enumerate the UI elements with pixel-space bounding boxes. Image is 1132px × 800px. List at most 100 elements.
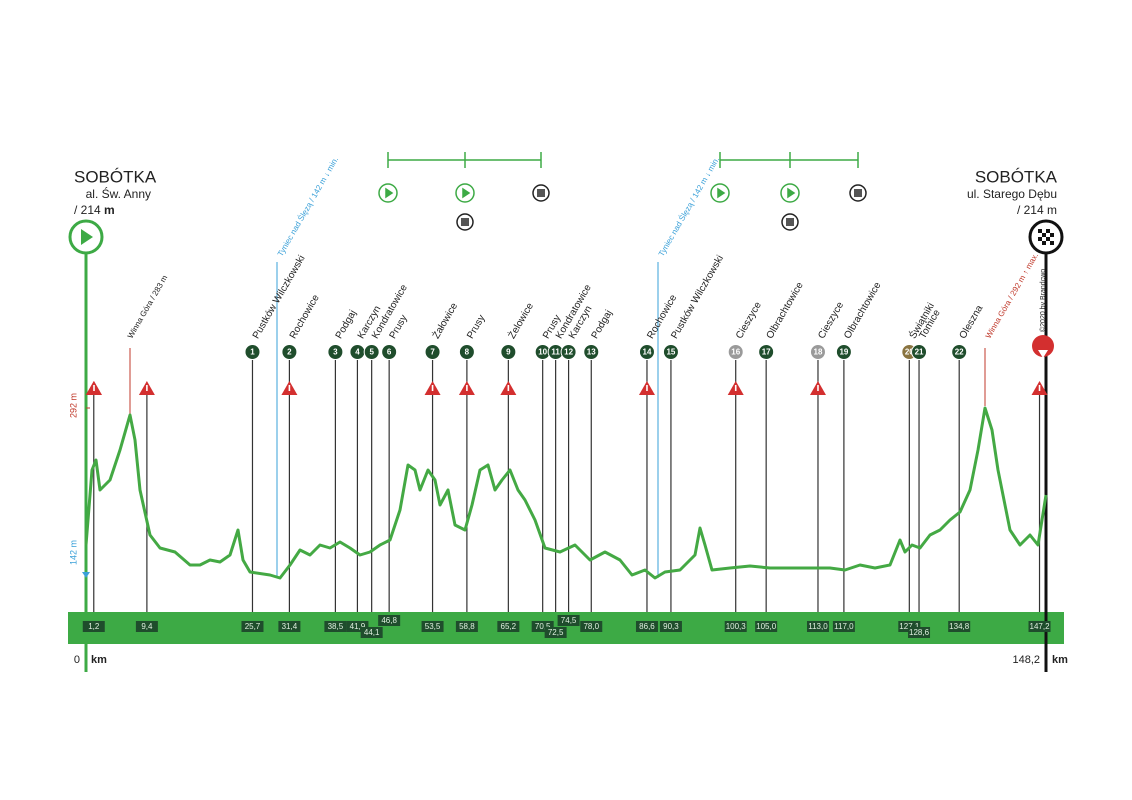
km-box: 90,3 xyxy=(659,621,682,632)
km-label: 44,1 xyxy=(364,628,380,637)
start-name: SOBÓTKA xyxy=(74,167,157,186)
km-box-bg xyxy=(421,621,444,632)
km-box-bg xyxy=(755,621,778,632)
finish-marker xyxy=(1032,335,1054,357)
checkpoint-badge xyxy=(424,344,441,360)
km-box-bg xyxy=(832,621,855,632)
warning-dot xyxy=(817,385,819,391)
checkpoints: 1,2 9,4 25,7 31,4 38,5 41,944,146,853,5 58,8 65… xyxy=(82,254,1051,638)
km-box-bg xyxy=(135,621,158,632)
checkpoint-number: 14 xyxy=(643,348,652,357)
checkpoint-name: Żelowice xyxy=(505,300,536,341)
finish-altitude-value: / 214 xyxy=(1017,203,1044,217)
min-elevation: 142 m xyxy=(68,540,78,565)
km-box-bg xyxy=(806,621,829,632)
km-box: 127,1 xyxy=(898,621,921,632)
km-label: 9,4 xyxy=(141,622,153,631)
checkpoint-badge xyxy=(638,344,655,360)
checkpoint-name: Olbrachtowice xyxy=(765,280,806,341)
km-box: 31,4 xyxy=(278,621,301,632)
checkpoint-name: Rochowice xyxy=(288,293,322,341)
km-label: 127,1 xyxy=(899,622,920,631)
km-box-bg xyxy=(898,621,921,632)
checkpoint-badge xyxy=(381,344,398,360)
km-label: 147,2 xyxy=(1030,622,1051,631)
km-label: 117,0 xyxy=(834,622,854,631)
km-box: 134,8 xyxy=(948,621,971,632)
checkpoint-badge xyxy=(758,344,775,360)
checkpoint-badge xyxy=(835,344,852,360)
checkpoint-number: 18 xyxy=(814,348,823,357)
finish-marker-arrow xyxy=(1038,350,1048,358)
km-box: 44,1 xyxy=(360,627,383,638)
km-label: 1,2 xyxy=(88,622,100,631)
km-box-bg xyxy=(908,627,931,638)
km-box-bg xyxy=(346,621,369,632)
checkpoint-number: 5 xyxy=(369,348,374,357)
finish-name: SOBÓTKA xyxy=(975,167,1058,186)
km-box: 58,8 xyxy=(455,621,478,632)
peak-label: Winna Góra / 283 m xyxy=(126,273,170,340)
checkpoint-badge xyxy=(583,344,600,360)
checkpoint-badge xyxy=(500,344,517,360)
km-box: 74,5 xyxy=(557,615,580,626)
warning-dot xyxy=(507,385,510,391)
km-box-bg xyxy=(455,621,478,632)
checkpoint-number: 13 xyxy=(587,348,596,357)
low-label: Tyniec nad Ślęzą / 142 m ↓ min. xyxy=(657,155,721,258)
start-altitude: / 214 m xyxy=(74,203,115,217)
km-box-bg xyxy=(1028,621,1051,632)
km-box-bg xyxy=(948,621,971,632)
km-label: 31,4 xyxy=(282,622,298,631)
km-label: 100,3 xyxy=(726,622,747,631)
km-box: 1,2 xyxy=(82,621,105,632)
km-label: 38,5 xyxy=(328,622,344,631)
max-elevation: 292 m xyxy=(68,393,78,418)
checkpoint-badge xyxy=(560,344,577,360)
lap-finish-icons xyxy=(456,184,867,231)
checkpoint-name: Cieszyce xyxy=(734,300,764,341)
warning-dot xyxy=(93,385,95,391)
checkpoint-number: 16 xyxy=(731,348,740,357)
checkpoint-badge xyxy=(727,344,744,360)
lap-scheme xyxy=(378,152,859,203)
checkpoint-badge xyxy=(458,344,475,360)
checkpoint-badge xyxy=(363,344,380,360)
km-box: 9,4 xyxy=(135,621,158,632)
checkpoint-number: 20 xyxy=(905,348,914,357)
km-box: 78,0 xyxy=(580,621,603,632)
km-label: 58,8 xyxy=(459,622,475,631)
km-box-bg xyxy=(324,621,347,632)
checkpoint-number: 1 xyxy=(250,348,255,357)
finish-checker xyxy=(1038,229,1054,245)
checkpoint-number: 11 xyxy=(551,348,560,357)
km-box: 65,2 xyxy=(497,621,520,632)
km-label: 72,5 xyxy=(548,628,564,637)
distance-start: 0 xyxy=(74,654,80,666)
km-label: 78,0 xyxy=(583,622,599,631)
checkpoint-number: 3 xyxy=(333,348,338,357)
km-box: 38,5 xyxy=(324,621,347,632)
km-box-bg xyxy=(580,621,603,632)
checkpoint-badge xyxy=(244,344,261,360)
checkpoint-name: Prusy xyxy=(465,313,487,341)
checkpoint-number: 21 xyxy=(915,348,924,357)
checkpoint-name: Pustków Wilczkowski xyxy=(669,254,726,341)
warning-dot xyxy=(466,385,468,391)
km-box-bg xyxy=(378,615,401,626)
low-label: Tyniec nad Ślęzą / 142 m ↓ min. xyxy=(276,155,340,258)
km-label: 53,5 xyxy=(425,622,441,631)
km-box-bg xyxy=(557,615,580,626)
km-box-bg xyxy=(360,627,383,638)
checkpoint-badge xyxy=(809,344,826,360)
km-label: 74,5 xyxy=(561,616,577,625)
km-label: 113,0 xyxy=(808,622,828,631)
checkpoint-number: 4 xyxy=(355,348,360,357)
warning-dot xyxy=(431,385,434,391)
min-arrow xyxy=(82,572,90,578)
km-box: 86,6 xyxy=(635,621,658,632)
checkpoint-name: Oleszna xyxy=(958,303,986,341)
start-altitude-unit: m xyxy=(104,203,115,217)
start-altitude-value: / 214 xyxy=(74,203,101,217)
